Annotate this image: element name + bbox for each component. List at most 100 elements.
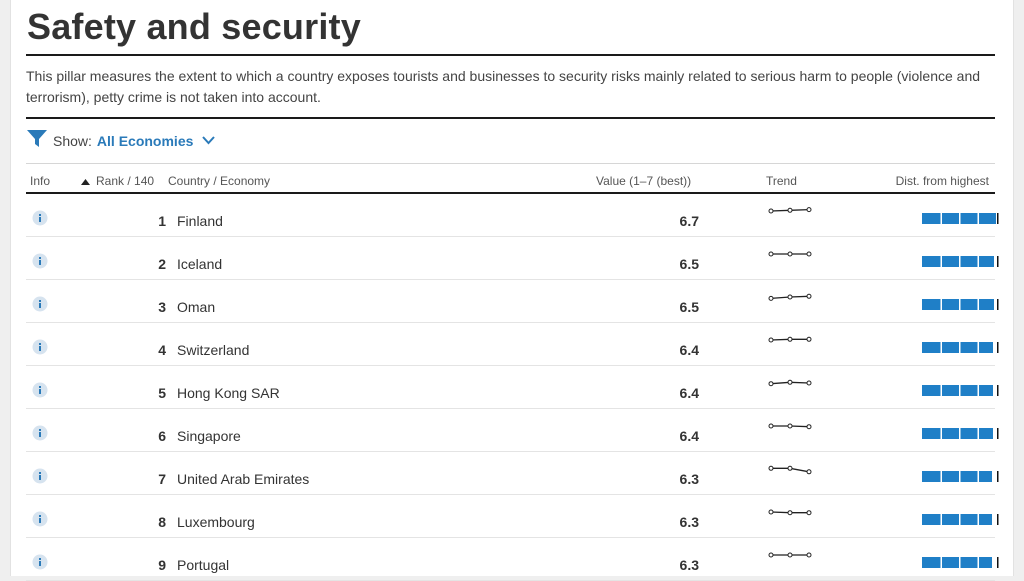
trend-point: [768, 381, 774, 387]
country-name: Singapore: [177, 428, 241, 444]
country-name: Iceland: [177, 256, 223, 272]
score-value: 6.4: [679, 342, 699, 358]
score-value: 6.5: [679, 256, 699, 272]
info-icon[interactable]: [32, 425, 48, 446]
table-row[interactable]: 6 Singapore 6.4: [26, 409, 999, 452]
trend-point: [787, 207, 793, 213]
trend-point: [768, 251, 774, 257]
distance-bar-segment-gap: [940, 471, 942, 482]
distance-bar-segment-gap: [940, 428, 942, 439]
pillar-description: This pillar measures the extent to which…: [26, 68, 981, 105]
header-trend: Trend: [766, 174, 797, 188]
trend-sparkline: [768, 423, 812, 430]
rank-value: 2: [158, 256, 166, 272]
info-icon[interactable]: [32, 210, 48, 231]
distance-bar: [922, 256, 999, 267]
distance-bar: [922, 557, 999, 568]
filter-selected-value[interactable]: All Economies: [96, 133, 194, 149]
trend-point: [787, 336, 793, 342]
trend-point: [787, 423, 793, 429]
distance-bar-segment-gap: [959, 471, 961, 482]
country-name: Portugal: [177, 557, 230, 573]
header-info: Info: [30, 174, 51, 188]
distance-bar-segment-gap: [977, 342, 979, 353]
score-value: 6.4: [679, 385, 699, 401]
distance-bar-fill: [922, 342, 993, 353]
rank-value: 4: [158, 342, 166, 358]
score-value: 6.5: [679, 299, 699, 315]
trend-point: [768, 465, 774, 471]
trend-point: [768, 509, 774, 515]
distance-bar-segment-gap: [977, 514, 979, 525]
trend-point: [768, 552, 774, 558]
trend-sparkline: [768, 251, 812, 257]
distance-bar-segment-gap: [959, 428, 961, 439]
filter-icon: [27, 130, 47, 152]
distance-bar-max-marker: [997, 385, 999, 396]
info-icon[interactable]: [32, 382, 48, 403]
info-icon[interactable]: [32, 296, 48, 317]
header-value[interactable]: Value (1–7 (best)): [596, 174, 692, 188]
distance-bar-max-marker: [997, 213, 999, 224]
info-icon[interactable]: [32, 468, 48, 489]
table-row[interactable]: 3 Oman 6.5: [26, 280, 999, 323]
header-rank[interactable]: Rank / 140: [81, 174, 154, 188]
distance-bar-max-marker: [997, 256, 999, 267]
description-divider: [26, 117, 995, 119]
table-row[interactable]: 1 Finland 6.7: [26, 194, 999, 237]
trend-point: [806, 552, 812, 558]
info-icon[interactable]: [32, 511, 48, 532]
filter-show-label: Show:: [53, 133, 92, 149]
trend-point: [806, 510, 812, 516]
info-icon[interactable]: [32, 339, 48, 360]
info-icon[interactable]: [32, 554, 48, 575]
header-dist[interactable]: Dist. from highest: [895, 174, 989, 188]
trend-sparkline: [768, 379, 812, 387]
distance-bar-segment-gap: [959, 256, 961, 267]
distance-bar-segment-gap: [977, 299, 979, 310]
distance-bar-max-marker: [997, 428, 999, 439]
table-row[interactable]: 2 Iceland 6.5: [26, 237, 999, 280]
trend-point: [787, 510, 793, 516]
trend-point: [787, 379, 793, 385]
trend-point: [768, 295, 774, 301]
country-name: Oman: [177, 299, 216, 315]
table-row[interactable]: 5 Hong Kong SAR 6.4: [26, 366, 999, 409]
score-value: 6.3: [679, 557, 699, 573]
distance-bar: [922, 342, 999, 353]
trend-point: [806, 424, 812, 430]
info-icon[interactable]: [32, 253, 48, 274]
score-value: 6.4: [679, 428, 699, 444]
table-row[interactable]: 9 Portugal 6.3: [26, 538, 999, 581]
economy-table-body: 1 Finland 6.7 2 Iceland 6.5 3 Oman 6.5 4 Switzerla…: [26, 194, 999, 581]
header-country[interactable]: Country / Economy: [168, 174, 271, 188]
trend-point: [787, 465, 793, 471]
distance-bar-fill: [922, 557, 992, 568]
chevron-down-icon[interactable]: [202, 132, 216, 150]
table-row[interactable]: 7 United Arab Emirates 6.3: [26, 452, 999, 495]
rank-value: 6: [158, 428, 166, 444]
table-row[interactable]: 4 Switzerland 6.4: [26, 323, 999, 366]
distance-bar-segment-gap: [959, 557, 961, 568]
distance-bar-segment-gap: [940, 342, 942, 353]
trend-point: [806, 293, 812, 299]
trend-sparkline: [768, 509, 812, 516]
trend-point: [768, 423, 774, 429]
economy-filter[interactable]: Show: All Economies: [27, 130, 216, 152]
distance-bar-segment-gap: [977, 471, 979, 482]
rank-value: 1: [158, 213, 166, 229]
score-value: 6.3: [679, 471, 699, 487]
distance-bar: [922, 385, 999, 396]
distance-bar-segment-gap: [959, 385, 961, 396]
page-title: Safety and security: [27, 6, 361, 47]
sort-ascending-icon[interactable]: [81, 174, 90, 188]
distance-bar-fill: [922, 256, 994, 267]
distance-bar-segment-gap: [940, 299, 942, 310]
distance-bar: [922, 299, 999, 310]
table-row[interactable]: 8 Luxembourg 6.3: [26, 495, 999, 538]
rank-value: 9: [158, 557, 166, 573]
trend-point: [806, 251, 812, 257]
distance-bar-segment-gap: [959, 514, 961, 525]
trend-point: [806, 336, 812, 342]
country-name: Hong Kong SAR: [177, 385, 280, 401]
